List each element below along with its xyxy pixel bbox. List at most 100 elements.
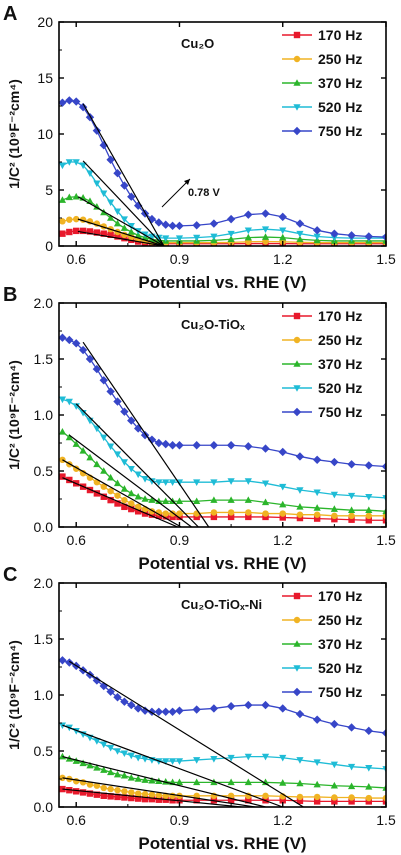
data-point: [365, 517, 372, 524]
data-point: [78, 102, 88, 112]
legend-label: 250 Hz: [318, 51, 362, 67]
data-point: [382, 784, 386, 791]
data-point: [193, 479, 201, 486]
legend-marker: [293, 79, 301, 86]
data-point: [279, 779, 287, 786]
data-point: [244, 496, 252, 503]
fit-line: [69, 660, 304, 807]
data-point: [65, 159, 73, 166]
data-point: [121, 503, 128, 511]
data-point: [59, 162, 67, 170]
data-point: [193, 778, 201, 786]
data-point: [296, 514, 304, 522]
legend-marker: [292, 687, 302, 697]
y-tick-label: 1.5: [34, 631, 54, 647]
legend-marker: [293, 592, 301, 600]
data-point: [73, 788, 80, 795]
data-point: [296, 503, 304, 510]
data-point: [100, 766, 108, 773]
data-point: [210, 496, 218, 503]
data-point: [100, 493, 107, 500]
data-point: [106, 387, 115, 396]
data-point: [73, 778, 80, 785]
data-point: [244, 210, 253, 219]
data-point: [120, 771, 128, 779]
data-point: [313, 793, 321, 801]
data-point: [261, 444, 270, 453]
data-point: [154, 438, 164, 448]
data-point: [106, 155, 115, 164]
data-point: [127, 228, 135, 235]
data-point: [227, 797, 235, 804]
data-point: [141, 756, 149, 763]
data-point: [169, 513, 176, 521]
data-point: [295, 709, 305, 719]
data-point: [162, 235, 170, 242]
data-point: [134, 471, 142, 479]
data-point: [226, 702, 236, 711]
data-point: [365, 493, 373, 501]
legend-marker: [293, 640, 301, 647]
data-point: [296, 511, 304, 518]
data-point: [154, 218, 164, 227]
data-point: [313, 511, 321, 518]
data-point: [227, 778, 235, 786]
legend-marker: [293, 312, 301, 320]
data-point: [127, 700, 136, 710]
data-point: [100, 741, 108, 749]
data-point: [312, 455, 322, 464]
data-point: [192, 705, 201, 714]
data-point: [106, 687, 115, 696]
data-point: [365, 783, 373, 790]
data-point: [382, 507, 386, 515]
data-point: [113, 693, 122, 702]
data-point: [261, 700, 270, 710]
data-point: [279, 483, 287, 491]
data-point: [262, 792, 269, 799]
legend-marker: [292, 407, 302, 417]
data-point: [92, 364, 102, 374]
data-point: [347, 231, 356, 240]
data-point: [262, 510, 269, 517]
data-point: [134, 754, 142, 762]
data-point: [100, 434, 108, 442]
fit-line: [82, 103, 165, 246]
data-point: [278, 212, 287, 222]
data-point: [121, 788, 128, 795]
legend: 170 Hz 250 Hz 370 Hz 520 Hz 750 Hz: [282, 27, 362, 139]
data-point: [86, 790, 94, 797]
data-point: [347, 763, 356, 771]
data-point: [107, 785, 114, 793]
data-point: [382, 798, 386, 805]
legend-label: 250 Hz: [318, 332, 362, 348]
data-point: [93, 738, 101, 745]
data-point: [59, 396, 67, 404]
y-tick-label: 10: [37, 126, 53, 142]
legend-label: 750 Hz: [318, 684, 362, 700]
legend-marker: [293, 616, 301, 624]
panel-c: C 0.6 0.9 1.2 1.5 0.0 0.5 1.0 1.5 2.0 Potential vs…: [3, 564, 396, 853]
data-point: [79, 162, 87, 170]
data-point: [364, 726, 373, 736]
data-point: [65, 335, 74, 345]
data-point: [59, 656, 67, 665]
data-point: [86, 228, 94, 235]
y-tick-label: 1.0: [34, 687, 54, 703]
data-point: [65, 193, 73, 201]
data-point: [176, 513, 183, 521]
data-point: [193, 234, 201, 242]
data-point: [261, 233, 270, 240]
legend-marker: [293, 336, 301, 344]
data-point: [313, 780, 321, 788]
data-point: [72, 97, 81, 106]
data-point: [193, 513, 200, 521]
data-point: [348, 512, 355, 519]
series-750-hz: [59, 333, 386, 471]
panel-letter: B: [3, 284, 17, 306]
data-point: [330, 761, 338, 769]
series-250-hz: [59, 456, 386, 519]
fit-line: [75, 403, 199, 527]
x-tick-label: 1.5: [376, 812, 396, 828]
x-tick-label: 1.5: [376, 251, 396, 267]
